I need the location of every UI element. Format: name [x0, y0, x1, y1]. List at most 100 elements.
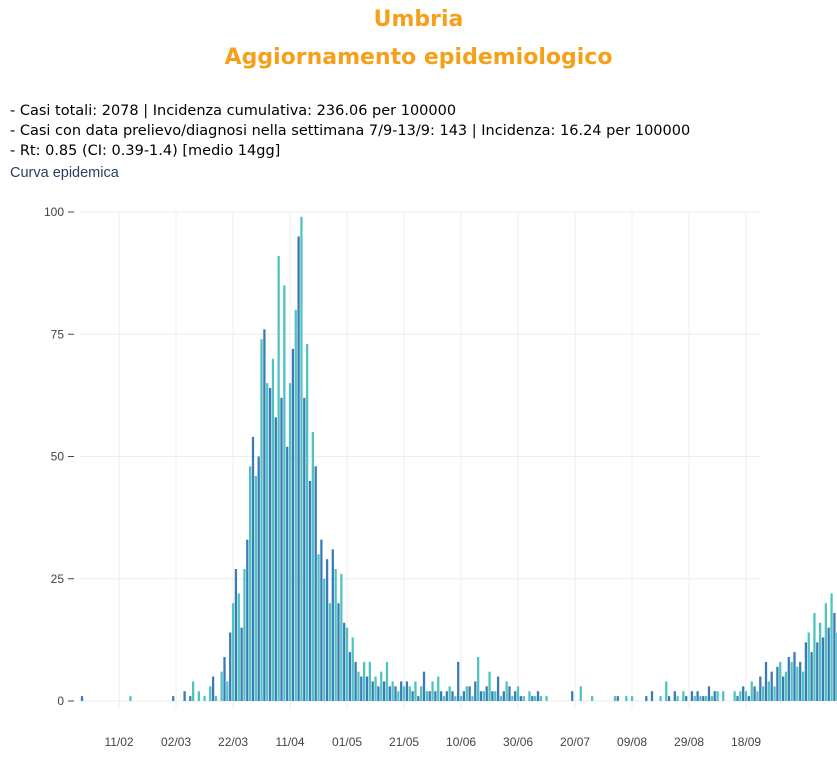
- bar: [736, 696, 739, 701]
- bar: [448, 686, 451, 701]
- page-title: Umbria: [373, 7, 464, 32]
- bar: [819, 622, 822, 701]
- bar: [183, 691, 186, 701]
- bar: [645, 696, 648, 701]
- bar: [337, 603, 340, 701]
- bar: [397, 691, 400, 701]
- bar: [804, 642, 808, 701]
- bar: [277, 256, 280, 701]
- summary-block: - Casi totali: 2078 | Incidenza cumulati…: [10, 101, 690, 161]
- bar: [796, 666, 799, 701]
- x-tick-label: 30/06: [503, 735, 533, 749]
- bar: [414, 681, 417, 701]
- bar: [733, 691, 736, 701]
- bar: [508, 686, 511, 701]
- bar: [442, 696, 446, 701]
- bar: [80, 696, 84, 701]
- y-tick-label: 100: [44, 205, 64, 219]
- epidemic-curve-chart: 0 25 50 75 100 11/02 02/03 22/03 11/04 01/05 21/0…: [44, 205, 837, 749]
- bar: [722, 691, 725, 701]
- bar: [773, 686, 776, 701]
- bar: [833, 612, 836, 701]
- bar: [274, 417, 277, 701]
- bar: [388, 686, 391, 701]
- bar: [690, 691, 694, 701]
- bar: [209, 686, 212, 701]
- bar: [357, 671, 360, 701]
- bar: [231, 603, 235, 701]
- summary-total-cases: - Casi totali: 2078 | Incidenza cumulati…: [10, 103, 457, 119]
- x-tick-label: 21/05: [389, 735, 419, 749]
- bar: [705, 696, 708, 701]
- x-tick-label: 29/08: [674, 735, 704, 749]
- x-tick-label: 01/05: [332, 735, 362, 749]
- bar: [799, 661, 802, 701]
- bar: [229, 632, 232, 701]
- bar: [431, 681, 434, 701]
- bar: [214, 696, 218, 701]
- bar: [291, 348, 295, 701]
- bar: [713, 691, 716, 701]
- summary-rt: - Rt: 0.85 (CI: 0.39-1.4) [medio 14gg]: [10, 143, 281, 159]
- bar: [824, 603, 827, 701]
- bar: [471, 696, 474, 701]
- bar: [402, 686, 406, 701]
- bar: [334, 568, 337, 701]
- bar: [223, 656, 226, 701]
- bar: [650, 691, 654, 701]
- bar: [211, 676, 215, 701]
- bar: [776, 666, 779, 701]
- bar: [249, 466, 252, 701]
- bar: [254, 476, 257, 701]
- bar: [531, 696, 534, 701]
- bar: [459, 696, 463, 701]
- bar: [477, 656, 480, 701]
- bar: [317, 554, 320, 701]
- bar: [303, 397, 306, 701]
- bar: [519, 696, 523, 701]
- bar: [491, 691, 494, 701]
- bar: [320, 539, 323, 701]
- x-tick-label: 20/07: [560, 735, 590, 749]
- bar: [673, 691, 676, 701]
- bar: [268, 388, 272, 701]
- bar: [411, 691, 414, 701]
- bar: [665, 681, 668, 701]
- bar: [516, 686, 520, 701]
- bar: [801, 671, 805, 701]
- bar: [784, 671, 788, 701]
- bar: [365, 676, 369, 701]
- bar: [753, 686, 756, 701]
- bar: [368, 661, 371, 701]
- bar: [682, 691, 685, 701]
- bar: [405, 681, 409, 701]
- bar: [528, 691, 531, 701]
- bar: [271, 358, 275, 701]
- bar: [197, 691, 200, 701]
- bar: [779, 661, 782, 701]
- x-axis: 11/02 02/03 22/03 11/04 01/05 21/05 10/06 30/06…: [104, 735, 761, 749]
- bar: [813, 612, 816, 701]
- bar: [511, 696, 514, 701]
- bar: [425, 691, 428, 701]
- bar: [189, 696, 192, 701]
- bar: [482, 691, 485, 701]
- bar: [451, 691, 454, 701]
- bar: [770, 671, 773, 701]
- x-tick-label: 11/02: [104, 735, 133, 749]
- x-tick-label: 11/04: [275, 735, 304, 749]
- bar: [308, 480, 312, 701]
- bar: [787, 656, 790, 701]
- bar: [294, 309, 297, 701]
- page-subtitle: Aggiornamento epidemiologico: [224, 45, 613, 70]
- x-tick-label: 02/03: [161, 735, 191, 749]
- y-axis: 0 25 50 75 100: [44, 205, 74, 708]
- bar: [328, 603, 332, 701]
- bar: [280, 397, 283, 701]
- x-tick-label: 18/09: [731, 735, 761, 749]
- bar: [571, 691, 574, 701]
- bar: [522, 696, 525, 701]
- bar: [485, 686, 488, 701]
- bar: [434, 691, 437, 701]
- bar: [539, 696, 542, 701]
